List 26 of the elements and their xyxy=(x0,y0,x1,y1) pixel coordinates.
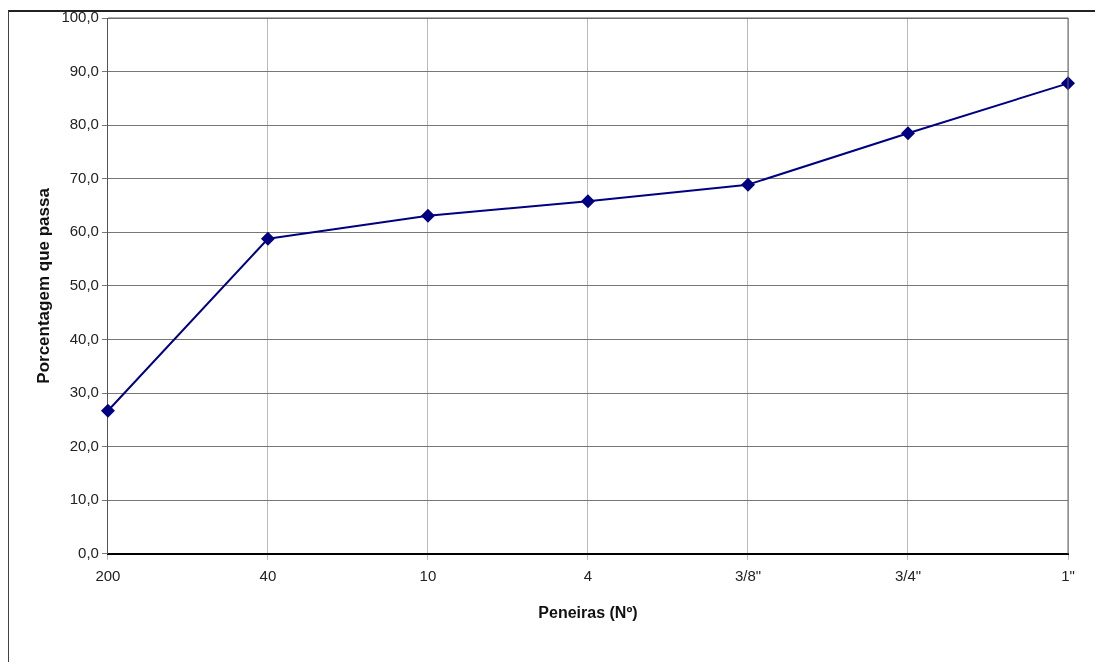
x-axis-title: Peneiras (Nº) xyxy=(538,603,638,621)
x-tick-label: 1" xyxy=(1061,566,1075,584)
point xyxy=(900,126,915,141)
y-tick-label: 90,0 xyxy=(69,61,99,79)
x-tick-label: 10 xyxy=(419,566,437,584)
x-tick-label: 3/4" xyxy=(894,566,922,584)
point xyxy=(420,208,435,223)
x-tick-label: 3/8" xyxy=(734,566,762,584)
y-tick-label: 20,0 xyxy=(69,436,99,454)
y-axis-title: Porcentagem que passa xyxy=(33,187,53,384)
y-tick-label: 50,0 xyxy=(69,276,99,294)
y-tick-label: 40,0 xyxy=(69,329,99,347)
point xyxy=(100,403,115,418)
y-tick-label: 0,0 xyxy=(78,543,99,561)
y-tick-label: 70,0 xyxy=(69,168,99,186)
y-tick-label: 100,0 xyxy=(61,8,99,26)
point xyxy=(260,231,275,246)
y-tick-label: 80,0 xyxy=(69,115,99,133)
y-tick-label: 10,0 xyxy=(69,490,99,508)
y-tick-label: 60,0 xyxy=(69,222,99,240)
x-tick-label: 40 xyxy=(259,566,277,584)
x-tick-label: 4 xyxy=(583,566,593,584)
point xyxy=(740,177,755,192)
x-tick-label: 200 xyxy=(95,566,121,584)
y-tick-label: 30,0 xyxy=(69,383,99,401)
point xyxy=(580,194,595,209)
